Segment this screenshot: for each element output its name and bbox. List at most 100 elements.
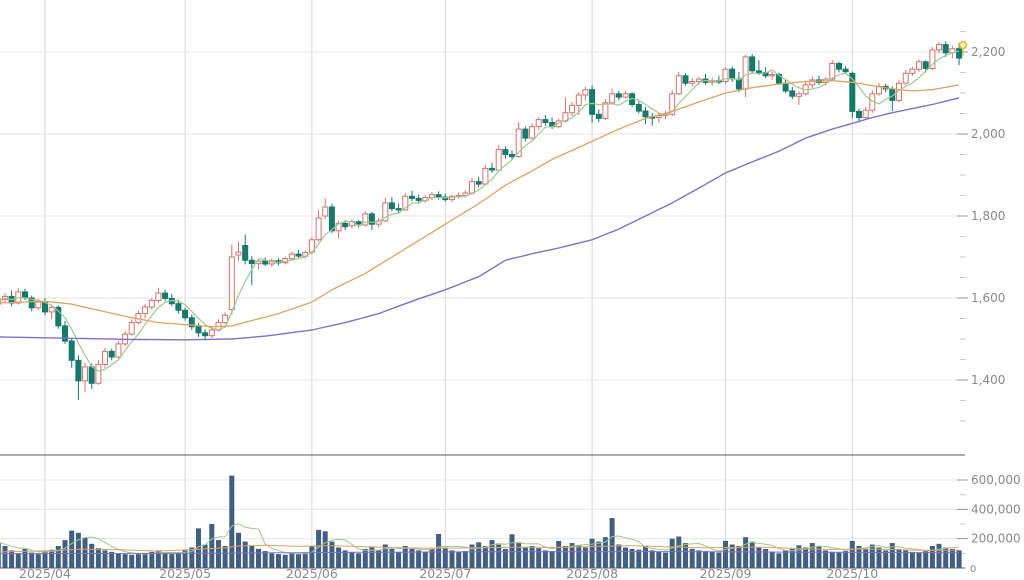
volume-bar: [669, 538, 675, 568]
candle-up: [288, 253, 295, 260]
candle-up: [902, 72, 909, 84]
volume-bar: [256, 548, 261, 568]
candle-down: [388, 202, 395, 210]
volume-bar: [42, 551, 48, 568]
ma-long-line: [0, 97, 960, 341]
candle-up: [362, 213, 369, 226]
volume-bar: [442, 547, 448, 568]
volume-bar: [509, 534, 515, 568]
volume-bar: [209, 524, 215, 568]
candle-up: [102, 350, 108, 365]
price-axis-label: 1,400: [971, 373, 1005, 387]
volume-bar: [856, 546, 862, 568]
volume-ma-long-line: [0, 551, 960, 555]
volume-bar: [289, 553, 295, 568]
volume-bar: [382, 544, 388, 568]
ma-short-line: [0, 50, 960, 372]
volume-bar: [422, 551, 428, 568]
volume-bar: [376, 550, 382, 568]
candle-down: [202, 332, 209, 337]
volume-bar: [329, 541, 335, 568]
volume-bar: [0, 542, 1, 568]
volume-bar: [336, 547, 342, 568]
volume-bar: [416, 550, 422, 568]
volume-bar: [549, 551, 555, 568]
candle-up: [95, 363, 102, 384]
candle-down: [635, 104, 642, 112]
candle-down: [195, 326, 202, 334]
candle-up: [829, 63, 836, 80]
candle-down: [328, 206, 335, 232]
candle-up: [208, 329, 215, 337]
volume-bar: [723, 540, 728, 568]
candle-down: [849, 72, 856, 112]
candle-down: [775, 74, 782, 84]
volume-bar: [716, 552, 722, 568]
volume-bar: [649, 550, 655, 568]
volume-bar: [276, 554, 281, 568]
candle-up: [529, 126, 536, 139]
volume-bar: [949, 548, 955, 568]
candle-down: [502, 149, 509, 156]
volume-bar: [15, 553, 21, 568]
volume-bar: [302, 552, 308, 568]
volume-bar: [389, 548, 395, 568]
candle-up: [48, 306, 55, 313]
candle-down: [595, 113, 602, 119]
month-label: 2025/08: [566, 566, 618, 580]
candle-up: [722, 68, 729, 82]
volume-bar: [282, 554, 288, 568]
candle-up: [582, 89, 589, 96]
candle-down: [836, 63, 842, 70]
volume-bar: [536, 548, 542, 568]
volume-bar: [149, 551, 155, 568]
volume-bar: [95, 548, 101, 568]
month-label: 2025/07: [419, 566, 471, 580]
volume-bar: [449, 550, 455, 568]
volume-bar: [75, 532, 81, 568]
candle-up: [862, 109, 869, 119]
volume-bar: [816, 546, 822, 568]
volume-bar: [216, 540, 221, 568]
volume-bar: [783, 550, 789, 568]
volume-bar: [663, 552, 668, 568]
volume-bar: [122, 554, 128, 568]
candle-up: [695, 78, 702, 83]
candle-down: [342, 222, 349, 228]
candle-down: [942, 44, 949, 54]
candle-up: [569, 104, 576, 114]
volume-bar: [142, 553, 148, 568]
volume-bar: [462, 551, 468, 568]
candle-down: [248, 259, 255, 265]
volume-bar: [29, 552, 35, 568]
volume-bar: [836, 552, 842, 568]
price-axis-label: 1,800: [971, 209, 1005, 223]
volume-bar: [476, 542, 482, 568]
candle-up: [115, 343, 122, 358]
volume-bar: [943, 547, 949, 568]
volume-bar: [869, 544, 875, 568]
candle-up: [909, 68, 916, 74]
candle-up: [82, 366, 88, 382]
candle-up: [402, 195, 409, 211]
volume-bar: [956, 550, 962, 568]
volume-bar: [349, 551, 355, 568]
volume-bar: [656, 551, 662, 568]
volume-bar: [769, 551, 775, 568]
volume-bar: [89, 543, 95, 568]
volume-bar: [182, 550, 188, 568]
candle-up: [228, 256, 235, 310]
volume-bar: [809, 543, 815, 568]
volume-bar: [776, 553, 782, 568]
volume-bar: [609, 518, 615, 568]
candle-down: [789, 90, 796, 97]
volume-bar: [623, 547, 628, 568]
volume-bar: [135, 554, 141, 568]
volume-bar: [175, 553, 181, 568]
candle-down: [956, 48, 963, 59]
candle-up: [235, 251, 242, 256]
volume-bar: [729, 544, 735, 568]
volume-bar: [696, 550, 702, 568]
